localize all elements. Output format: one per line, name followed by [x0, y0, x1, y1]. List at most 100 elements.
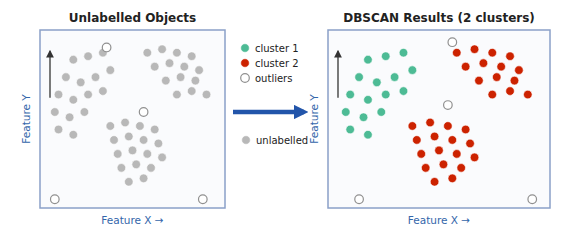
point	[470, 153, 479, 162]
point	[128, 146, 137, 155]
point	[143, 48, 152, 57]
point	[510, 76, 519, 85]
point	[488, 90, 497, 99]
point	[202, 90, 211, 99]
point	[492, 73, 501, 82]
point	[528, 195, 537, 204]
point	[125, 178, 134, 187]
point	[452, 48, 461, 57]
point	[466, 139, 475, 148]
point	[147, 164, 156, 173]
point	[51, 195, 60, 204]
legend: cluster 1 cluster 2 outliers	[241, 43, 299, 84]
point	[117, 164, 126, 173]
point	[475, 76, 484, 85]
point	[199, 195, 208, 204]
point	[408, 122, 417, 131]
point	[461, 62, 470, 71]
point	[125, 132, 134, 141]
point	[373, 78, 382, 87]
point	[106, 122, 115, 131]
point	[65, 113, 74, 122]
x-label: Feature X →	[101, 214, 164, 226]
point	[364, 130, 373, 139]
point	[136, 122, 145, 131]
point	[524, 90, 533, 99]
point	[54, 90, 63, 99]
y-direction-arrow	[337, 51, 338, 97]
marks	[341, 38, 536, 204]
point	[150, 125, 159, 134]
point	[121, 118, 130, 127]
point	[180, 62, 189, 71]
point	[143, 150, 152, 159]
point	[479, 59, 488, 68]
point	[69, 55, 78, 64]
plot-frame	[328, 30, 550, 208]
point	[506, 87, 515, 96]
point	[195, 66, 204, 75]
figure: Unlabelled ObjectsFeature X →Feature Yun…	[0, 0, 563, 250]
point	[399, 48, 408, 57]
point	[435, 146, 444, 155]
point	[76, 78, 85, 87]
point	[139, 108, 148, 117]
point	[150, 62, 159, 71]
point	[430, 132, 439, 141]
marks	[51, 43, 211, 203]
point	[187, 52, 196, 61]
point	[91, 73, 100, 82]
point	[381, 90, 390, 99]
point	[488, 48, 497, 57]
point	[113, 150, 122, 159]
point	[506, 52, 515, 61]
point	[154, 139, 163, 148]
point	[355, 73, 364, 82]
point	[413, 136, 422, 145]
point	[158, 153, 167, 162]
point	[461, 125, 470, 134]
point	[448, 136, 457, 145]
legend-label: outliers	[255, 73, 292, 84]
title: DBSCAN Results (2 clusters)	[343, 11, 535, 25]
point	[69, 96, 78, 105]
point	[457, 164, 466, 173]
point	[139, 136, 148, 145]
point	[69, 130, 78, 139]
point	[187, 87, 196, 96]
point	[448, 174, 457, 183]
point	[106, 66, 115, 75]
point	[191, 76, 200, 85]
y-label: Feature Y	[20, 94, 32, 144]
point	[84, 90, 93, 99]
point	[364, 55, 373, 64]
legend-label: cluster 1	[255, 43, 299, 54]
point	[430, 178, 439, 187]
point	[162, 76, 171, 85]
point	[132, 160, 141, 169]
plot-frame	[40, 30, 225, 208]
point	[381, 52, 390, 61]
point	[176, 73, 185, 82]
point	[497, 62, 506, 71]
legend-marker	[242, 136, 251, 145]
point	[448, 38, 457, 47]
point	[377, 108, 386, 117]
legend-marker	[241, 44, 250, 53]
point	[470, 45, 479, 54]
point	[84, 52, 93, 61]
point	[80, 108, 89, 117]
legend-label: cluster 2	[255, 58, 299, 69]
x-label: Feature X →	[408, 214, 471, 226]
transition-arrow	[233, 110, 304, 115]
y-label: Feature Y	[308, 94, 320, 144]
point	[408, 66, 417, 75]
point	[452, 150, 461, 159]
point	[99, 87, 108, 96]
point	[158, 45, 167, 54]
point	[421, 164, 430, 173]
point	[390, 73, 399, 82]
point	[139, 174, 148, 183]
point	[165, 59, 174, 68]
point	[346, 90, 355, 99]
